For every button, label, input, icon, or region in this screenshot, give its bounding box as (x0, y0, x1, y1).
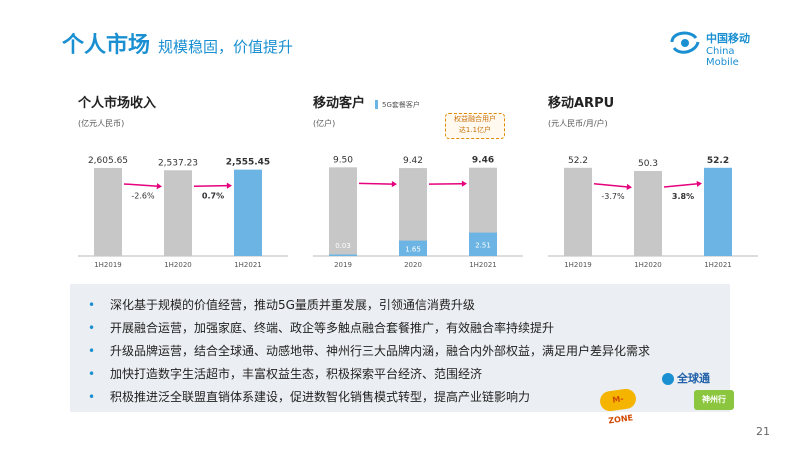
china-mobile-logo-icon (670, 31, 700, 54)
chart-svg: 52.2 1H2019 50.3 1H2020 52.2 1H2021 -3.7% 3.8% (548, 156, 758, 269)
brand-logo-qqt: 全球通 (662, 370, 710, 386)
chart-personal-revenue: 个人市场收入 (亿元人民币) 2,605.65 1H2019 2,537.23 1H2… (78, 92, 315, 282)
x-tick-label: 1H2019 (564, 261, 592, 269)
bullet-dot-icon: • (88, 321, 96, 335)
logo-text-cn: 中国移动 (706, 32, 750, 45)
annotation-note: 权益融合用户 达1.1亿户 (445, 113, 505, 139)
bullet-dot-icon: • (88, 367, 96, 381)
x-tick-label: 1H2020 (634, 261, 662, 269)
bar-value-label: 50.3 (638, 159, 658, 169)
globe-icon (662, 373, 674, 385)
bullet-text: 深化基于规模的价值经营，推动5G量质并重发展，引领通信消费升级 (110, 298, 475, 312)
page-number: 21 (756, 425, 770, 438)
bar-value-label: 52.2 (707, 156, 729, 166)
chart-unit: (亿户) (313, 119, 336, 128)
bar (329, 167, 357, 256)
bullet-item: • 积极推进泛全联盟直销体系建设，促进数智化销售模式转型，提高产业链影响力 (88, 388, 530, 405)
x-tick-label: 1H2019 (94, 261, 122, 269)
bullet-dot-icon: • (88, 298, 96, 312)
bar-5g-segment (399, 240, 427, 256)
trend-arrow-head (156, 183, 162, 190)
growth-rate-label: -3.7% (601, 192, 625, 201)
bullet-text: 积极推进泛全联盟直销体系建设，促进数智化销售模式转型，提高产业链影响力 (110, 390, 531, 404)
bar-value-label: 2,605.65 (88, 156, 128, 166)
bar (234, 169, 262, 256)
chart-title: 移动ARPU (548, 96, 615, 111)
bar-value-label: 9.46 (472, 156, 494, 166)
bullet-text: 加快打造数字生活超市，丰富权益生态，积极探索平台经济、范围经济 (110, 367, 483, 381)
bar-value-label: 9.42 (403, 156, 423, 166)
trend-arrow-head (696, 180, 702, 187)
bullet-text: 升级品牌运营，结合全球通、动感地带、神州行三大品牌内涵，融合内外部权益，满足用户… (110, 344, 651, 358)
chart-title: 移动客户 (313, 96, 366, 111)
bar-5g-value-label: 2.51 (475, 241, 491, 249)
chart-svg: 9.50 2019 9.42 2020 9.46 1H2021 0.03 1.65 2.51 (313, 155, 523, 269)
title-main: 个人市场 (62, 33, 151, 58)
growth-rate-label: 0.7% (202, 191, 224, 200)
bar (94, 167, 122, 256)
trend-arrow-head (626, 183, 632, 190)
bar (704, 167, 732, 256)
bar (634, 171, 662, 256)
x-tick-label: 1H2021 (704, 261, 732, 269)
x-tick-label: 2019 (334, 261, 352, 269)
trend-arrow-head (226, 182, 232, 189)
x-tick-label: 1H2021 (234, 261, 262, 269)
bar (564, 167, 592, 256)
bar-5g-value-label: 0.03 (335, 242, 351, 250)
bar-5g-value-label: 1.65 (405, 245, 421, 253)
trend-arrow-head (461, 180, 467, 187)
bullet-item: • 升级品牌运营，结合全球通、动感地带、神州行三大品牌内涵，融合内外部权益，满足用… (88, 342, 650, 359)
x-tick-label: 1H2020 (164, 261, 192, 269)
bullet-dot-icon: • (88, 344, 96, 358)
bar-value-label: 2,555.45 (226, 158, 270, 168)
bar-value-label: 2,537.23 (158, 158, 198, 168)
chart-unit: (元人民币/月/户) (548, 119, 608, 128)
trend-arrow-line (358, 182, 394, 185)
trend-arrow-head (391, 180, 397, 188)
trend-arrow-line (193, 184, 229, 188)
trend-arrow-line (123, 183, 159, 188)
bullet-item: • 深化基于规模的价值经营，推动5G量质并重发展，引领通信消费升级 (88, 296, 475, 313)
chart-unit: (亿元人民币) (78, 119, 125, 128)
legend-swatch (375, 100, 378, 109)
logo-text-en: China Mobile (706, 46, 739, 68)
bar-value-label: 52.2 (568, 156, 588, 166)
bar-5g-segment (329, 254, 357, 256)
trend-arrow-line (593, 183, 629, 188)
bar-5g-segment (469, 232, 497, 256)
trend-arrow-line (663, 183, 699, 188)
bar-value-label: 9.50 (333, 155, 353, 165)
chart-mobile-arpu: 移动ARPU (元人民币/月/户) 52.2 1H2019 50.3 1H2020 52… (548, 92, 785, 282)
legend-label: 5G套餐客户 (382, 101, 420, 109)
page-title: 个人市场 规模稳固，价值提升 (62, 27, 293, 59)
bar (164, 170, 192, 256)
chart-mobile-customers: 移动客户 (亿户) 5G套餐客户 9.50 2019 9.42 2020 9.46 1H2… (313, 92, 550, 282)
growth-rate-label: -2.6% (131, 191, 155, 200)
bullet-item: • 开展融合运营，加强家庭、终端、政企等多触点融合套餐推广，有效融合率持续提升 (88, 319, 554, 336)
bullet-item: • 加快打造数字生活超市，丰富权益生态，积极探索平台经济、范围经济 (88, 365, 482, 382)
chart-title: 个人市场收入 (78, 96, 157, 111)
x-tick-label: 1H2021 (469, 261, 497, 269)
bullet-text: 开展融合运营，加强家庭、终端、政企等多触点融合套餐推广，有效融合率持续提升 (110, 321, 555, 335)
brand-logo-szx: 神州行 (694, 390, 734, 410)
title-subtitle: 规模稳固，价值提升 (158, 38, 294, 56)
growth-rate-label: 3.8% (672, 192, 694, 201)
note-line-2: 达1.1亿户 (458, 126, 492, 134)
note-line-1: 权益融合用户 (454, 115, 496, 123)
china-mobile-logo: 中国移动 China Mobile (668, 24, 768, 68)
x-tick-label: 2020 (404, 261, 422, 269)
chart-svg: 2,605.65 1H2019 2,537.23 1H2020 2,555.45 1H20… (78, 156, 288, 269)
bullet-dot-icon: • (88, 390, 96, 404)
